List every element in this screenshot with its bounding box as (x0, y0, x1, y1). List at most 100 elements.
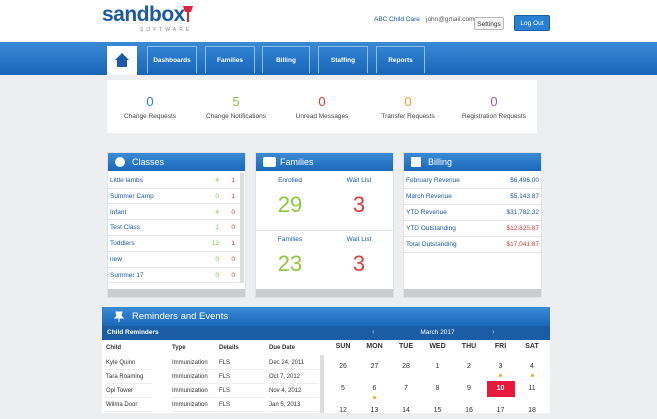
class-name: Summer Camp (110, 192, 154, 200)
panel-header: Classes (108, 153, 245, 171)
billing-row: YTD Outstanding $12,825.87 (404, 221, 541, 237)
table-cell: Wilma Door (106, 399, 152, 412)
calendar-day[interactable]: 13 (370, 407, 379, 414)
calendar-day[interactable]: 14 (402, 407, 410, 414)
calendar-day[interactable]: 26 (339, 363, 347, 370)
calendar-day[interactable]: 4 (530, 363, 534, 370)
user-email: john@gmail.com (426, 16, 475, 23)
calendar-day[interactable]: 5 (341, 385, 345, 392)
class-enrolled: 0 (215, 256, 219, 263)
class-row[interactable]: Infant 4 0 (108, 205, 239, 221)
calendar-day[interactable]: 8 (435, 385, 440, 392)
calendar-day[interactable]: 11 (528, 385, 536, 392)
calendar-day[interactable]: 15 (433, 407, 442, 414)
class-row[interactable]: Summer 17 0 0 (108, 268, 239, 284)
weekday: FRI (494, 343, 507, 350)
calendar-day[interactable]: 6 (372, 385, 377, 392)
panel-icon (411, 157, 421, 167)
weekday: SUN (335, 343, 351, 350)
table-cell: Immunization (172, 371, 218, 384)
class-row[interactable]: Summer Camp 0 1 (108, 189, 239, 205)
calendar-day[interactable]: 12 (339, 407, 347, 414)
panel-header: Billing (404, 153, 541, 171)
prev-month[interactable]: ‹ (372, 327, 375, 336)
home-icon (115, 53, 129, 67)
table-cell: Immunization (172, 399, 218, 412)
column-header: Type (172, 345, 186, 351)
table-cell: Dec 24, 2011 (269, 357, 319, 370)
next-month[interactable]: › (492, 327, 495, 336)
table-cell: Nov 4, 2012 (269, 385, 319, 398)
calendar-day[interactable]: 9 (467, 385, 471, 392)
weekday: TUE (399, 343, 413, 350)
billing-label: February Revenue (406, 177, 460, 184)
class-waitlist: 0 (231, 256, 235, 263)
stat-label: Change Requests (123, 113, 177, 120)
stat-label: Transfer Requests (381, 113, 435, 120)
nav-bar: Dashboards Families Billing Staffing Reports (0, 42, 657, 75)
nav-tab[interactable]: Dashboards (147, 46, 197, 73)
table-cell: Immunization (172, 357, 218, 370)
weekday: SAT (525, 343, 539, 350)
panel-footer (404, 289, 541, 297)
stat[interactable]: 5 Change Notifications (193, 94, 279, 120)
stat-label: Unread Messages (295, 113, 349, 120)
scrollbar[interactable] (240, 173, 244, 283)
nav-tab[interactable]: Families (205, 46, 255, 73)
class-name: Little lambs (110, 177, 143, 184)
stat-value: 0 (404, 94, 412, 109)
calendar-day[interactable]: 28 (402, 363, 410, 370)
stat-value: 0 (318, 94, 326, 109)
table-cell: Tara Roaming (106, 371, 152, 384)
calendar-day[interactable]: 10 (486, 381, 515, 397)
stat-value: 5 (232, 94, 240, 109)
family-label: Wait List (346, 177, 372, 184)
panel-icon (263, 157, 276, 167)
billing-row: Total Outstanding $17,041.87 (404, 237, 541, 253)
logo-subtitle: SOFTWARE (140, 27, 193, 33)
billing-amount: $17,041.87 (506, 241, 539, 248)
logout-button[interactable]: Log Out (514, 15, 550, 31)
table-cell: FLS (219, 399, 265, 412)
calendar-day[interactable]: 17 (496, 407, 505, 414)
scrollbar[interactable] (320, 355, 324, 413)
family-label: Enrolled (278, 177, 302, 184)
family-label: Families (277, 236, 303, 243)
stat[interactable]: 0 Change Requests (107, 94, 193, 120)
class-row[interactable]: Test Class 1 0 (108, 220, 239, 236)
home-tab[interactable] (107, 46, 137, 75)
class-row[interactable]: Little lambs 4 1 (108, 173, 239, 189)
class-waitlist: 1 (231, 192, 235, 200)
stat[interactable]: 0 Transfer Requests (365, 94, 451, 120)
calendar-day[interactable]: 7 (404, 385, 408, 392)
logo[interactable]: sandbox (102, 3, 185, 26)
nav-tab[interactable]: Billing (262, 46, 310, 73)
class-waitlist: 1 (231, 240, 235, 248)
table-cell: Jan 5, 2013 (269, 399, 319, 412)
class-name: Test Class (110, 224, 140, 232)
stat-label: Change Notifications (206, 113, 266, 120)
stat[interactable]: 0 Unread Messages (279, 94, 365, 120)
family-label: Wait List (346, 236, 372, 243)
calendar-day[interactable]: 3 (498, 363, 503, 370)
class-enrolled: 4 (215, 177, 219, 184)
nav-tab[interactable]: Reports (376, 46, 425, 73)
class-enrolled: 0 (215, 271, 219, 279)
weekday: MON (366, 343, 383, 350)
stat[interactable]: 0 Registration Requests (451, 94, 537, 120)
calendar-day[interactable]: 16 (465, 407, 473, 414)
organization-link[interactable]: ABC Child Care (374, 16, 420, 23)
nav-tab[interactable]: Staffing (318, 46, 368, 73)
class-row[interactable]: new 0 0 (108, 252, 239, 268)
panel-header: Families (256, 153, 393, 171)
class-row[interactable]: Toddlers 13 1 (108, 236, 239, 252)
family-value: 3 (352, 192, 366, 217)
calendar-day[interactable]: 2 (467, 363, 471, 370)
calendar-day[interactable]: 27 (370, 363, 379, 370)
settings-button[interactable]: Settings (474, 17, 504, 30)
billing-label: YTD Outstanding (406, 225, 456, 232)
calendar-day[interactable]: 1 (435, 363, 440, 370)
calendar-day[interactable]: 18 (528, 407, 536, 414)
billing-row: YTD Revenue $31,782.32 (404, 205, 541, 221)
class-name: Infant (110, 208, 127, 216)
